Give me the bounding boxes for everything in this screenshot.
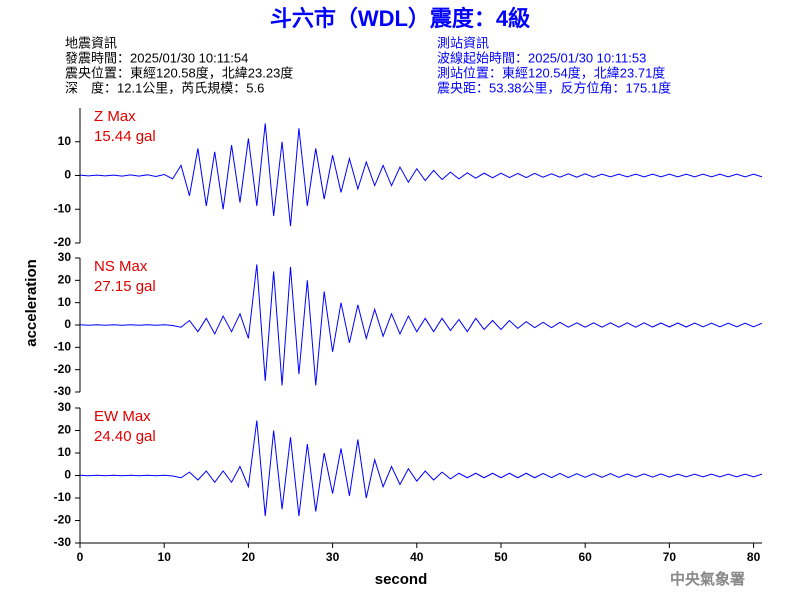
y-tick-label: 20	[58, 273, 72, 287]
x-tick-label: 20	[242, 550, 256, 564]
info-left: 深 度：12.1公里，芮氏規模：5.6	[65, 80, 264, 95]
footer: 中央氣象署	[670, 570, 745, 588]
y-tick-label: -30	[54, 384, 72, 398]
y-tick-label: -20	[54, 513, 72, 527]
y-tick-label: 0	[64, 168, 71, 182]
x-tick-label: 0	[77, 550, 84, 564]
y-axis-label: acceleration	[23, 259, 40, 347]
y-tick-label: -10	[54, 201, 72, 215]
x-tick-label: 70	[663, 550, 677, 564]
info-right: 震央距：53.38公里，反方位角：175.1度	[437, 80, 671, 95]
annotation: NS Max	[94, 258, 148, 275]
x-tick-label: 10	[158, 550, 172, 564]
y-tick-label: 10	[58, 295, 72, 309]
annotation: 24.40 gal	[94, 428, 156, 445]
x-tick-label: 80	[747, 550, 761, 564]
title: 斗六市（WDL）震度：4級	[270, 6, 530, 31]
waveform	[79, 264, 763, 386]
x-tick-label: 40	[410, 550, 424, 564]
annotation: 15.44 gal	[94, 128, 156, 145]
waveform	[79, 123, 763, 227]
info-right: 波線起始時間：2025/01/30 10:11:53	[437, 50, 646, 65]
y-tick-label: -20	[54, 235, 72, 249]
y-tick-label: 30	[58, 250, 72, 264]
x-tick-label: 30	[326, 550, 340, 564]
y-tick-label: 20	[58, 423, 72, 437]
y-tick-label: -30	[54, 535, 72, 549]
y-tick-label: 10	[58, 134, 72, 148]
x-tick-label: 60	[579, 550, 593, 564]
info-left: 地震資訊	[65, 35, 117, 50]
y-tick-label: -10	[54, 340, 72, 354]
info-right: 測站資訊	[437, 35, 489, 50]
y-tick-label: 10	[58, 445, 72, 459]
info-right: 測站位置：東經120.54度，北緯23.71度	[437, 65, 665, 80]
y-tick-label: 0	[64, 468, 71, 482]
y-tick-label: -20	[54, 362, 72, 376]
annotation: Z Max	[94, 108, 136, 125]
y-tick-label: 0	[64, 317, 71, 331]
waveform	[79, 420, 763, 517]
annotation: 27.15 gal	[94, 278, 156, 295]
y-tick-label: 30	[58, 400, 72, 414]
y-tick-label: -10	[54, 490, 72, 504]
info-left: 震央位置：東經120.58度，北緯23.23度	[65, 65, 293, 80]
x-axis-label: second	[375, 571, 428, 588]
annotation: EW Max	[94, 408, 151, 425]
x-tick-label: 50	[494, 550, 508, 564]
info-left: 發震時間：2025/01/30 10:11:54	[65, 50, 248, 65]
